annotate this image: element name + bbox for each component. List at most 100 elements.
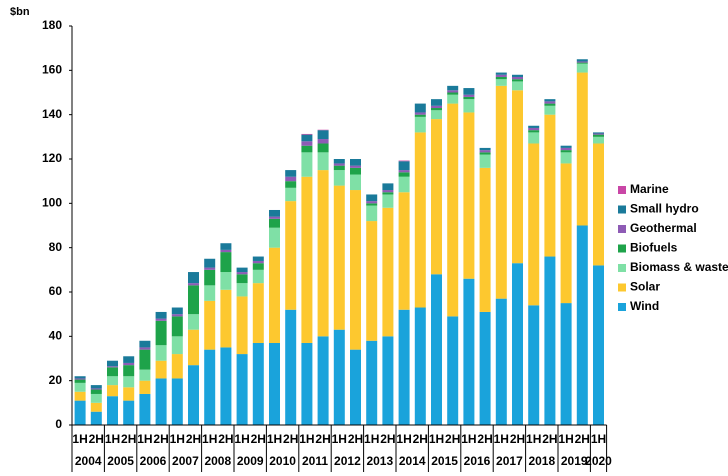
bar-segment (447, 85, 459, 91)
bar-segment (447, 90, 459, 93)
bar-segment (333, 165, 345, 171)
bar-segment (236, 283, 248, 297)
bar-segment (398, 192, 410, 310)
y-tick-label: 120 (42, 151, 62, 165)
bar-segment (512, 263, 523, 425)
bar-segment (220, 272, 232, 290)
bar-segment (382, 192, 394, 195)
bar-segment (479, 147, 491, 151)
bar-segment (252, 342, 264, 425)
bar-segment (317, 170, 329, 337)
bar-segment (560, 145, 572, 148)
bar-segment (171, 354, 183, 379)
x-tick-label: 1H (396, 432, 411, 446)
year-label: 2006 (140, 454, 167, 468)
x-tick-label: 1H (526, 432, 541, 446)
bar-segment (317, 130, 329, 140)
bar-segment (431, 274, 442, 425)
bar-segment (382, 207, 394, 337)
bar-segment (74, 400, 86, 425)
bar-segment (398, 172, 410, 177)
bar-segment (204, 267, 216, 270)
x-tick-label: 2H (186, 432, 201, 446)
bar-segment (139, 369, 151, 381)
legend-label: Biomass & waste (630, 260, 728, 274)
bar-segment (155, 311, 167, 319)
bar-segment (236, 296, 248, 355)
bar-segment (528, 305, 540, 425)
bar-segment (593, 265, 604, 425)
bar-segment (447, 316, 459, 425)
x-tick-label: 2H (542, 432, 557, 446)
bar-segment (512, 79, 523, 82)
legend-swatch (618, 244, 626, 253)
bar-segment (107, 366, 118, 368)
x-tick-label: 2H (348, 432, 363, 446)
x-tick-label: 2H (89, 432, 104, 446)
x-tick-label: 2H (510, 432, 525, 446)
bar-segment (90, 411, 102, 425)
bar-segment (123, 376, 135, 388)
x-tick-label: 1H (234, 432, 249, 446)
x-tick-label: 2H (477, 432, 492, 446)
bar-segment (495, 298, 507, 425)
bar-segment (528, 130, 540, 133)
year-label: 2018 (528, 454, 555, 468)
bar-segment (463, 112, 475, 279)
bar-segment (155, 345, 167, 361)
bar-segment (123, 365, 135, 377)
x-tick-label: 2H (153, 432, 168, 446)
bar-segment (236, 274, 248, 284)
bar-segment (495, 79, 507, 86)
bar-segment (155, 360, 167, 379)
bar-segment (512, 74, 523, 77)
bar-segment (382, 183, 394, 191)
bar-segment (285, 187, 297, 202)
year-label: 2011 (302, 454, 328, 468)
bar-segment (512, 81, 523, 91)
year-label: 2009 (237, 454, 264, 468)
x-tick-label: 1H (494, 432, 509, 446)
y-tick-label: 100 (42, 196, 62, 210)
legend-swatch (618, 264, 626, 272)
bar-segment (576, 63, 588, 73)
legend-swatch (618, 303, 626, 311)
bar-segment (463, 88, 475, 95)
bar-segment (269, 227, 280, 248)
bar-segment (107, 376, 118, 386)
bar-segment (350, 190, 361, 350)
y-tick-label: 60 (49, 284, 63, 298)
bar-segment (366, 194, 378, 202)
bar-segment (171, 378, 183, 425)
bar-segment (90, 393, 102, 403)
bar-segment (317, 143, 329, 153)
bar-segment (301, 152, 313, 177)
bar-segment (220, 347, 232, 425)
bar-segment (544, 99, 556, 102)
y-tick-label: 20 (49, 373, 63, 387)
bar-segment (285, 170, 297, 177)
bar-segment (155, 320, 167, 346)
year-label: 2010 (269, 454, 296, 468)
bar-segment (560, 150, 572, 153)
bar-segment (382, 190, 394, 193)
bar-segment (544, 101, 556, 104)
bar-segment (123, 356, 135, 363)
x-tick-label: 1H (72, 432, 87, 446)
bar-segment (285, 309, 297, 425)
bar-segment (382, 336, 394, 425)
bar-segment (269, 218, 280, 228)
bar-segment (139, 349, 151, 370)
bar-segment (495, 74, 507, 77)
bar-segment (528, 125, 540, 128)
bar-segment (495, 72, 507, 75)
bar-segment (528, 132, 540, 144)
y-tick-label: 80 (49, 240, 63, 254)
bar-segment (90, 389, 102, 394)
bar-segment (252, 269, 264, 284)
bar-segment (560, 147, 572, 151)
year-label: 2019 (561, 454, 588, 468)
bar-segment (544, 114, 556, 257)
bar-segment (171, 314, 183, 317)
bar-segment (107, 396, 118, 425)
